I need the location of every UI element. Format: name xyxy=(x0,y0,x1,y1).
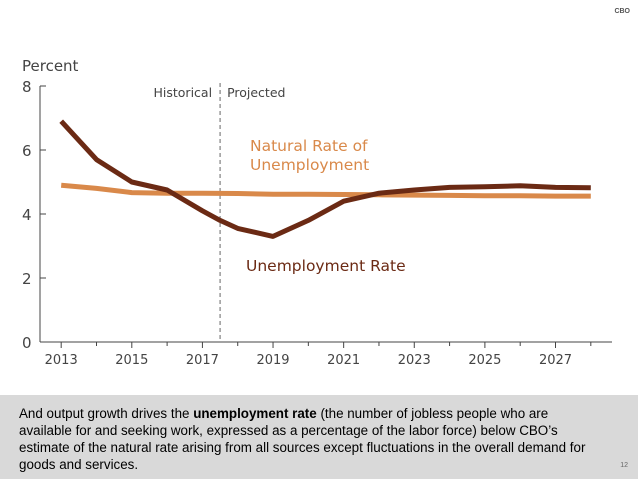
series-lines xyxy=(59,119,591,239)
y-tick-label: 8 xyxy=(22,78,32,96)
y-tick-label: 0 xyxy=(22,334,32,352)
historical-label: Historical xyxy=(154,85,213,100)
caption-text-start: And output growth drives the xyxy=(19,406,194,421)
footer-panel: And output growth drives the unemploymen… xyxy=(0,395,638,479)
x-tick-label: 2021 xyxy=(327,353,360,368)
x-tick-label: 2017 xyxy=(186,353,219,368)
x-tick-label: 2015 xyxy=(115,353,148,368)
x-tick-label: 2019 xyxy=(256,353,289,368)
x-axis: 2013 2015 2017 2019 2021 2023 2025 2027 xyxy=(40,341,612,368)
historical-projected-divider: Historical Projected xyxy=(154,83,285,342)
x-tick-label: 2027 xyxy=(539,353,572,368)
x-tick-label: 2025 xyxy=(468,353,501,368)
natural-rate-label-line: Unemployment xyxy=(250,156,369,174)
page-number: 12 xyxy=(620,462,628,469)
x-tick-label: 2013 xyxy=(45,353,78,368)
y-tick-label: 6 xyxy=(22,142,32,160)
caption-bold-term: unemployment rate xyxy=(193,406,317,421)
x-tick-label: 2023 xyxy=(398,353,431,368)
natural-rate-line xyxy=(60,182,591,199)
y-axis: 0 2 4 6 8 xyxy=(22,78,46,352)
caption-text-end: (the number of jobless people who are av… xyxy=(19,406,586,472)
caption: And output growth drives the unemploymen… xyxy=(19,405,589,473)
org-mark: CBO xyxy=(614,8,630,15)
projected-label: Projected xyxy=(227,85,285,100)
y-tick-label: 2 xyxy=(22,270,32,288)
y-axis-title: Percent xyxy=(22,57,79,75)
unemployment-rate-line xyxy=(59,119,591,239)
y-tick-label: 4 xyxy=(22,206,32,224)
natural-rate-label-line: Natural Rate of xyxy=(250,137,368,155)
unemployment-rate-label-line: Unemployment Rate xyxy=(246,257,406,275)
